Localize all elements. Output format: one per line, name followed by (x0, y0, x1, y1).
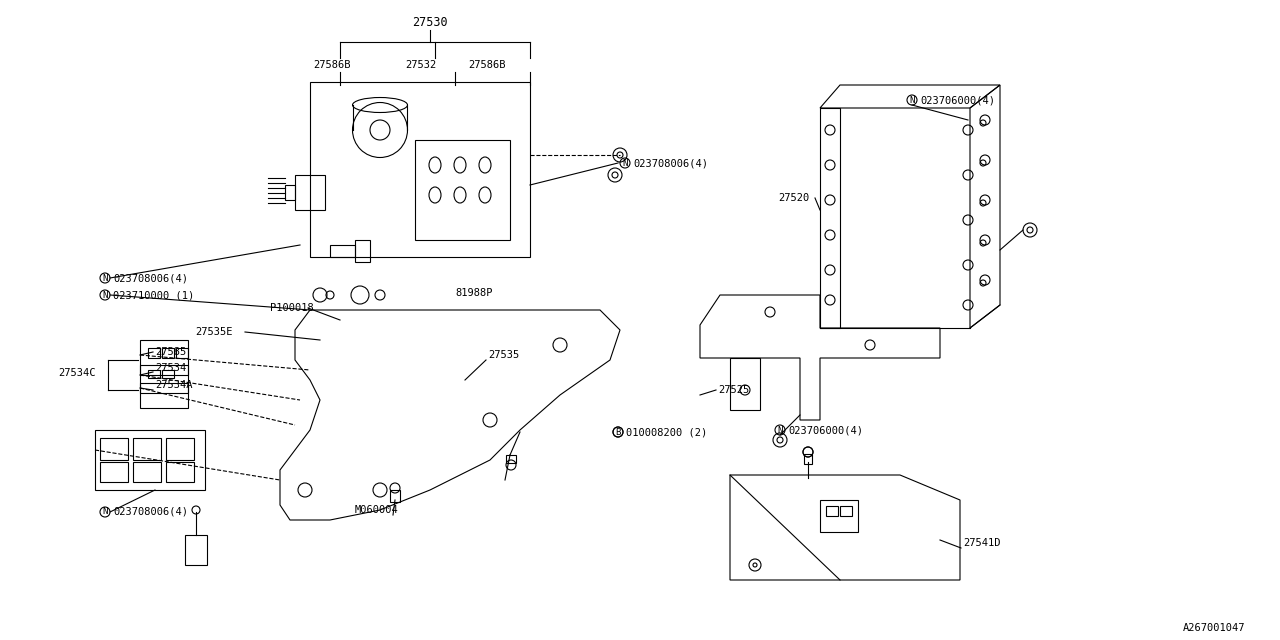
Bar (133, 438, 161, 460)
Bar (163, 370, 174, 378)
Text: 27520: 27520 (778, 193, 809, 203)
Text: 27534C: 27534C (58, 368, 96, 378)
Text: 023708006(4): 023708006(4) (113, 273, 188, 283)
Bar (140, 383, 188, 408)
Text: B: B (616, 428, 621, 436)
Bar (820, 108, 840, 328)
Bar (133, 462, 161, 482)
Text: 023710000 (1): 023710000 (1) (113, 290, 195, 300)
Bar (820, 500, 858, 532)
Bar (166, 462, 195, 482)
Bar (310, 82, 530, 257)
Text: 27534: 27534 (155, 363, 187, 373)
Bar (355, 240, 370, 262)
Bar (840, 506, 852, 516)
Bar (294, 175, 325, 210)
Bar (140, 365, 188, 393)
Bar (390, 490, 401, 502)
Bar (95, 430, 205, 490)
Text: 27535: 27535 (488, 350, 520, 360)
Text: 27541D: 27541D (963, 538, 1001, 548)
Text: M060004: M060004 (355, 505, 399, 515)
Text: 023706000(4): 023706000(4) (920, 95, 995, 105)
Bar (330, 245, 355, 257)
Bar (100, 462, 128, 482)
Text: A267001047: A267001047 (1183, 623, 1245, 633)
Text: 27535E: 27535E (195, 327, 233, 337)
Bar (140, 340, 188, 375)
Bar (506, 455, 516, 463)
Bar (166, 438, 195, 460)
Text: 023706000(4): 023706000(4) (788, 425, 863, 435)
Text: N: N (102, 273, 108, 282)
Bar (177, 348, 188, 358)
Text: 27530: 27530 (412, 15, 448, 29)
Bar (100, 438, 128, 460)
Text: 27585: 27585 (155, 347, 187, 357)
Text: 27532: 27532 (404, 60, 436, 70)
Bar (148, 348, 160, 358)
Text: P100018: P100018 (270, 303, 314, 313)
Text: N: N (909, 95, 915, 104)
Text: N: N (102, 291, 108, 300)
Bar (186, 535, 207, 565)
Bar (163, 348, 174, 358)
Text: N: N (777, 426, 782, 435)
Text: N: N (102, 508, 108, 516)
Text: 27534A: 27534A (155, 380, 192, 390)
Bar (826, 506, 838, 516)
Text: 023708006(4): 023708006(4) (634, 158, 708, 168)
Text: N: N (622, 159, 627, 168)
Bar (415, 140, 509, 240)
Bar (804, 454, 812, 464)
Text: 010008200 (2): 010008200 (2) (626, 427, 708, 437)
Text: 27586B: 27586B (468, 60, 506, 70)
Text: 27525: 27525 (718, 385, 749, 395)
Bar (285, 185, 294, 200)
Bar (148, 370, 160, 378)
Text: 27586B: 27586B (314, 60, 351, 70)
Text: 023708006(4): 023708006(4) (113, 507, 188, 517)
Text: 81988P: 81988P (454, 288, 493, 298)
